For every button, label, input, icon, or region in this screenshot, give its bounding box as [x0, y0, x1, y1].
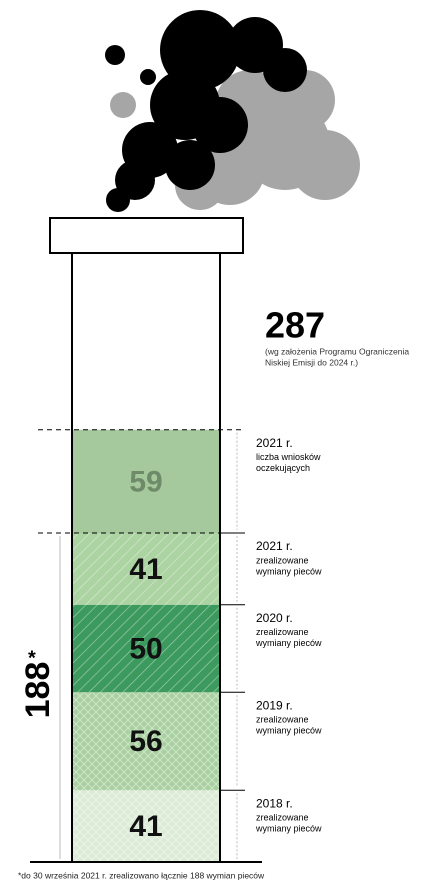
footnote: *do 30 września 2021 r. zrealizowano łąc… [18, 870, 265, 880]
segment-value: 41 [129, 810, 162, 843]
total-note: (wg założenia Programu Ograniczenia [265, 346, 409, 356]
segment-label: oczekujących [256, 463, 310, 473]
segment-label: wymiany pieców [255, 566, 322, 576]
segment-year: 2019 r. [256, 698, 293, 712]
segment-label: wymiany pieców [255, 726, 322, 736]
segment-value: 59 [129, 465, 162, 498]
segment-label: wymiany pieców [255, 638, 322, 648]
segment-year: 2021 r. [256, 436, 293, 450]
segment-year: 2018 r. [256, 796, 293, 810]
realized-marker: * [28, 647, 36, 669]
segment-label: zrealizowane [256, 715, 309, 725]
chimney-cap [50, 218, 243, 253]
total-value: 287 [265, 305, 325, 346]
segment-label: zrealizowane [256, 813, 309, 823]
chart: 287 (wg założenia Programu Ograniczenia … [0, 0, 440, 883]
segment-value: 56 [129, 725, 162, 758]
smoke [105, 10, 360, 212]
segment-label: zrealizowane [256, 627, 309, 637]
segment-value: 50 [129, 632, 162, 665]
total-note: Niskiej Emisji do 2024 r.) [265, 357, 358, 367]
segment-year: 2020 r. [256, 611, 293, 625]
segment-year: 2021 r. [256, 539, 293, 553]
segment-value: 41 [129, 553, 162, 586]
segment-label: wymiany pieców [255, 824, 322, 834]
segment-label: liczba wniosków [256, 452, 321, 462]
segment-label: zrealizowane [256, 555, 309, 565]
realized-total: 188 [19, 662, 57, 719]
